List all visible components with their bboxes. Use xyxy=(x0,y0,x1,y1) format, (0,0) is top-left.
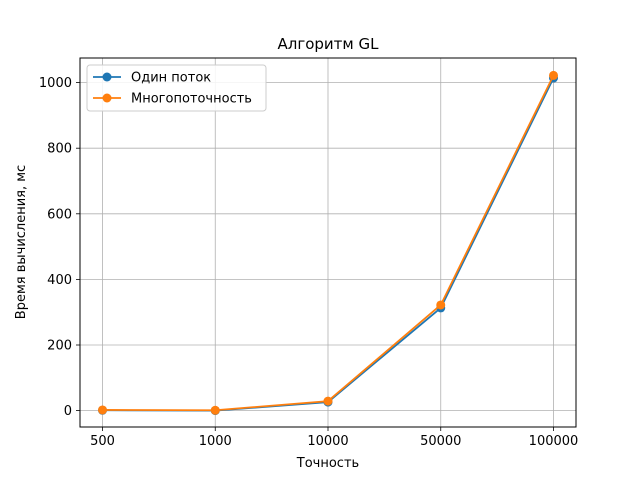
series-2 xyxy=(98,70,558,415)
y-tick-label: 400 xyxy=(47,273,72,288)
y-tick-label: 200 xyxy=(47,339,72,354)
y-axis-label: Время вычисления, мс xyxy=(14,165,29,319)
legend-swatch-marker xyxy=(102,72,112,82)
data-point xyxy=(210,405,220,415)
x-axis: 500 1000 10000 50000 100000 xyxy=(90,427,578,449)
legend-label: Один поток xyxy=(131,71,211,86)
series-layer xyxy=(98,70,558,416)
legend: Один поток Многопоточность xyxy=(86,64,267,112)
legend-item: Многопоточность xyxy=(93,92,252,107)
legend-swatch-marker xyxy=(102,93,112,103)
legend-item: Один поток xyxy=(93,71,211,86)
y-tick-label: 1000 xyxy=(39,76,72,91)
x-tick-label: 500 xyxy=(90,434,115,449)
data-point xyxy=(436,300,446,310)
x-tick-label: 10000 xyxy=(307,434,348,449)
legend-label: Многопоточность xyxy=(131,92,252,107)
y-axis: 0 200 400 600 800 1000 xyxy=(39,76,80,419)
data-point xyxy=(549,70,558,80)
y-tick-label: 800 xyxy=(47,142,72,157)
x-tick-label: 50000 xyxy=(420,434,461,449)
y-tick-label: 600 xyxy=(47,207,72,222)
x-tick-label: 1000 xyxy=(199,434,232,449)
data-point xyxy=(323,396,333,406)
chart-title: Алгоритм GL xyxy=(278,35,380,53)
x-tick-label: 100000 xyxy=(529,434,579,449)
x-axis-label: Точность xyxy=(296,456,359,471)
data-point xyxy=(98,405,107,415)
y-tick-label: 0 xyxy=(64,404,72,419)
grid xyxy=(80,58,576,427)
legend-box xyxy=(86,64,267,112)
